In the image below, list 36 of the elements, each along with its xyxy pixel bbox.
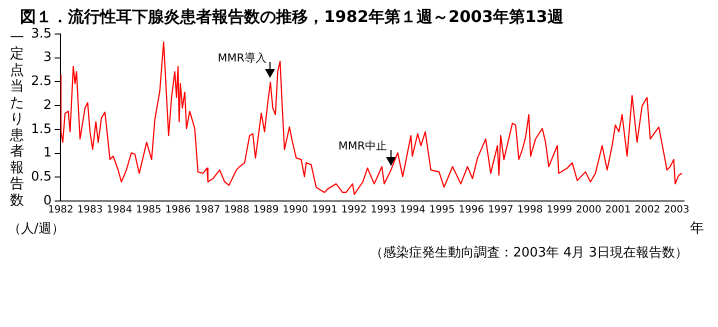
y-tick-label: 1 bbox=[43, 146, 52, 161]
annotation: MMR中止 bbox=[338, 139, 387, 152]
x-tick-label: 1985 bbox=[136, 204, 162, 216]
text: （感染症発生動向調査：2003年 4月 3日現在報告数） bbox=[370, 245, 688, 260]
x-tick-label: 1996 bbox=[458, 204, 484, 216]
x-tick-label: 1998 bbox=[517, 204, 543, 216]
x-tick-label: 1994 bbox=[400, 204, 426, 216]
x-tick-label: 2002 bbox=[634, 204, 660, 216]
x-tick-label: 1989 bbox=[253, 204, 279, 216]
annotation: MMR導入 bbox=[218, 52, 266, 65]
y-tick-label: 3 bbox=[43, 50, 52, 66]
y-tick-label: 0.5 bbox=[30, 170, 52, 185]
x-tick-label: 2000 bbox=[576, 204, 602, 216]
x-tick-label: 2003 bbox=[664, 204, 690, 216]
chart-title: 図１．流行性耳下腺炎患者報告数の推移，1982年第１週～2003年第13週 bbox=[20, 7, 564, 26]
x-tick-label: 1997 bbox=[488, 204, 514, 216]
x-tick-label: 1988 bbox=[224, 204, 250, 216]
x-tick-label: 1992 bbox=[341, 204, 367, 216]
x-tick-label: 1991 bbox=[312, 204, 338, 216]
x-tick-label: 1990 bbox=[282, 204, 308, 216]
y-tick-label: 1.5 bbox=[30, 122, 52, 137]
y-tick-label: 2 bbox=[43, 98, 52, 113]
x-tick-label: 1983 bbox=[77, 204, 103, 216]
x-tick-label: 1993 bbox=[370, 204, 396, 216]
y-tick-label: 2.5 bbox=[30, 74, 52, 90]
x-tick-label: 1984 bbox=[106, 204, 132, 216]
x-tick-label: 1982 bbox=[48, 204, 74, 216]
x-tick-label: 2001 bbox=[605, 204, 631, 216]
x-tick-label: 1995 bbox=[429, 204, 455, 216]
text: 一定点当たり患者報告数 bbox=[10, 30, 24, 209]
x-axis-title: 年 bbox=[690, 220, 704, 237]
y-tick-label: 3.5 bbox=[30, 26, 52, 42]
x-tick-label: 1986 bbox=[165, 204, 191, 216]
x-tick-label: 1987 bbox=[194, 204, 220, 216]
text: （人/週） bbox=[8, 221, 64, 236]
x-tick-label: 1999 bbox=[546, 204, 572, 216]
